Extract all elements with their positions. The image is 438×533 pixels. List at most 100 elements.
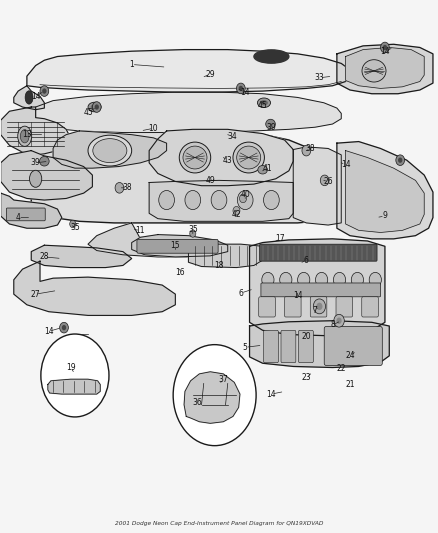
Text: 14: 14 — [240, 87, 250, 96]
Ellipse shape — [20, 130, 29, 143]
Text: 39: 39 — [31, 158, 40, 167]
Ellipse shape — [29, 170, 42, 187]
Text: 1: 1 — [129, 60, 134, 69]
Text: 34: 34 — [227, 132, 237, 141]
Circle shape — [42, 88, 46, 94]
Polygon shape — [1, 193, 62, 228]
Circle shape — [41, 334, 109, 417]
Ellipse shape — [237, 146, 261, 169]
Text: 11: 11 — [136, 226, 145, 235]
Text: 37: 37 — [219, 375, 228, 384]
Text: 20: 20 — [301, 332, 311, 341]
Text: 14: 14 — [31, 92, 40, 101]
Ellipse shape — [88, 102, 101, 112]
Text: 18: 18 — [214, 261, 224, 270]
Circle shape — [320, 175, 329, 185]
Circle shape — [316, 303, 322, 310]
Text: 5: 5 — [243, 343, 247, 352]
Text: 17: 17 — [276, 235, 285, 244]
Circle shape — [190, 230, 196, 237]
FancyBboxPatch shape — [281, 330, 296, 363]
Circle shape — [333, 272, 346, 287]
FancyBboxPatch shape — [261, 283, 381, 297]
FancyBboxPatch shape — [259, 297, 276, 317]
Text: 6: 6 — [238, 288, 243, 297]
Text: 15: 15 — [170, 241, 180, 250]
Polygon shape — [35, 92, 341, 133]
Circle shape — [262, 272, 274, 287]
Text: 22: 22 — [336, 364, 346, 373]
Text: 49: 49 — [205, 176, 215, 185]
Circle shape — [398, 158, 403, 163]
Circle shape — [92, 102, 101, 112]
Polygon shape — [31, 245, 132, 268]
Ellipse shape — [183, 146, 207, 169]
Circle shape — [239, 86, 243, 91]
Text: 28: 28 — [39, 253, 49, 261]
Ellipse shape — [91, 104, 99, 110]
Text: 14: 14 — [341, 160, 350, 169]
Circle shape — [315, 272, 328, 287]
Polygon shape — [188, 244, 263, 268]
Circle shape — [237, 190, 253, 209]
Polygon shape — [337, 44, 433, 94]
Text: 43: 43 — [223, 156, 233, 165]
Text: 29: 29 — [205, 70, 215, 78]
Circle shape — [369, 272, 381, 287]
Polygon shape — [149, 180, 293, 221]
Ellipse shape — [233, 142, 265, 173]
Circle shape — [95, 104, 99, 110]
FancyBboxPatch shape — [362, 297, 378, 317]
Text: 33: 33 — [314, 73, 324, 82]
Circle shape — [396, 155, 405, 165]
Text: 38: 38 — [123, 183, 132, 192]
Text: 13: 13 — [22, 130, 32, 139]
Text: 26: 26 — [323, 177, 333, 186]
Circle shape — [159, 190, 174, 209]
Ellipse shape — [258, 98, 271, 108]
FancyBboxPatch shape — [7, 208, 45, 221]
Polygon shape — [337, 142, 433, 239]
Text: 4: 4 — [16, 213, 21, 222]
Polygon shape — [14, 261, 175, 316]
Polygon shape — [250, 239, 385, 336]
FancyBboxPatch shape — [285, 297, 301, 317]
Ellipse shape — [25, 91, 33, 104]
Text: 14: 14 — [380, 47, 390, 55]
Text: 40: 40 — [240, 190, 250, 199]
Text: 6: 6 — [304, 256, 309, 264]
Polygon shape — [1, 151, 92, 200]
Circle shape — [237, 83, 245, 94]
Ellipse shape — [93, 139, 127, 163]
Ellipse shape — [260, 100, 268, 106]
Text: 45: 45 — [83, 108, 93, 117]
Ellipse shape — [254, 50, 289, 63]
Text: 21: 21 — [345, 380, 355, 389]
Text: 14: 14 — [293, 291, 302, 300]
Ellipse shape — [18, 126, 32, 147]
Circle shape — [62, 325, 66, 330]
Polygon shape — [1, 107, 71, 155]
Circle shape — [334, 314, 344, 327]
Text: 45: 45 — [258, 101, 268, 110]
Polygon shape — [346, 151, 424, 232]
Text: 38: 38 — [306, 144, 315, 153]
Circle shape — [313, 299, 325, 314]
Circle shape — [185, 190, 201, 209]
Circle shape — [70, 220, 76, 228]
Circle shape — [383, 45, 387, 50]
Text: 19: 19 — [66, 363, 75, 372]
Text: 23: 23 — [301, 373, 311, 382]
Text: 35: 35 — [188, 225, 198, 234]
Circle shape — [240, 194, 247, 203]
Text: 8: 8 — [330, 320, 335, 329]
FancyBboxPatch shape — [264, 330, 279, 363]
Polygon shape — [184, 372, 240, 423]
FancyBboxPatch shape — [336, 297, 353, 317]
Circle shape — [115, 182, 124, 193]
Text: 16: 16 — [175, 269, 184, 277]
Circle shape — [233, 206, 240, 215]
Circle shape — [336, 318, 342, 324]
FancyBboxPatch shape — [298, 330, 313, 363]
Text: 24: 24 — [345, 351, 355, 360]
